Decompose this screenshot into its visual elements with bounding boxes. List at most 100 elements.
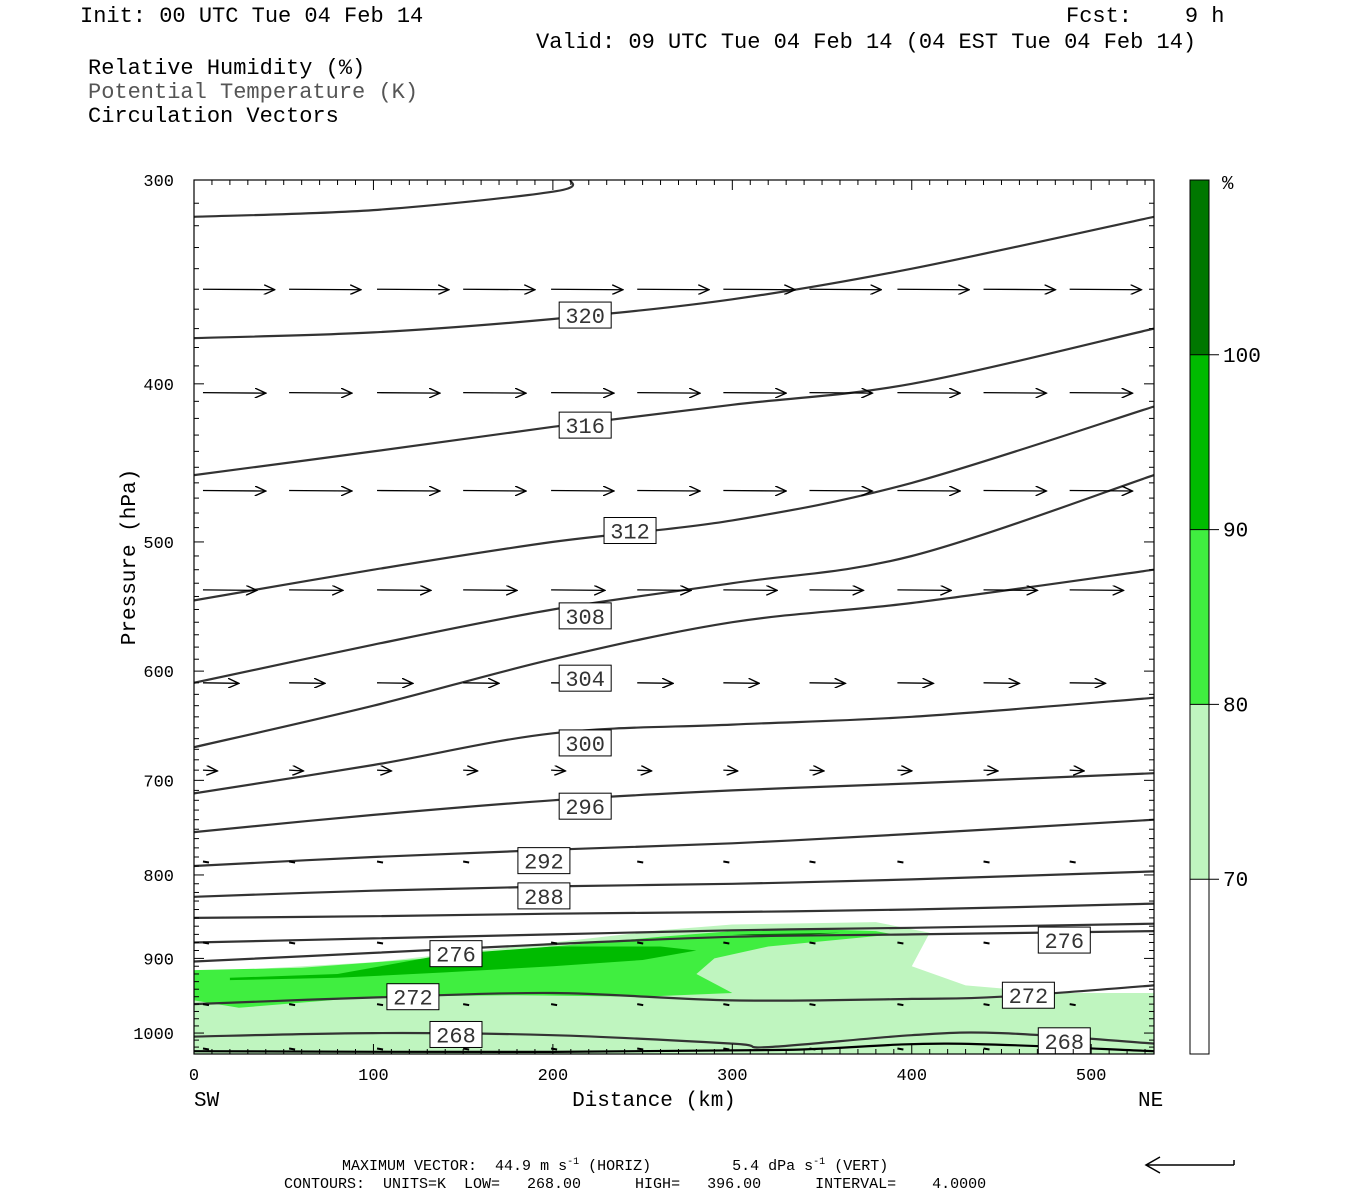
wind-vector	[983, 1047, 990, 1051]
wind-vector	[809, 941, 816, 945]
colorbar-unit: %	[1222, 173, 1234, 195]
wind-vector	[637, 770, 651, 771]
contour-label-316: 316	[558, 411, 612, 440]
legend-rh: Relative Humidity (%)	[88, 56, 366, 81]
contour-label-312: 312	[603, 517, 657, 546]
wind-vector	[897, 683, 933, 684]
wind-vector	[897, 393, 960, 394]
wind-vector	[463, 683, 499, 684]
contour-label-text: 296	[565, 796, 605, 821]
wind-vector	[1153, 1004, 1154, 1006]
wind-vector	[809, 1047, 816, 1051]
wind-vector	[983, 289, 1056, 290]
wind-vector	[809, 1003, 816, 1007]
wind-vector	[288, 941, 296, 945]
contour-label-box	[558, 411, 612, 439]
wind-vector	[1069, 491, 1133, 492]
wind-vector	[289, 289, 361, 290]
wind-vector	[723, 1003, 730, 1007]
colorbar-label: 70	[1223, 870, 1248, 893]
wind-vector	[202, 590, 257, 591]
wind-vector	[1069, 289, 1142, 290]
colorbar: 100 90 80 70%	[1189, 173, 1261, 1055]
wind-vector	[289, 590, 343, 591]
contour-label-268: 268	[429, 1020, 483, 1049]
wind-vector	[897, 1047, 904, 1051]
wind-vector	[897, 590, 951, 591]
max-vector-arrow	[1144, 1156, 1235, 1174]
wind-vector	[376, 860, 384, 864]
wind-vector	[723, 770, 737, 771]
contour-label-text: 292	[524, 851, 564, 876]
wind-vector	[463, 770, 477, 771]
wind-vector	[983, 393, 1047, 394]
contour-label-text: 276	[436, 944, 476, 969]
wind-vector	[551, 393, 614, 394]
wind-vector	[723, 683, 759, 684]
contour-label-text: 308	[565, 606, 605, 631]
contour-label-296: 296	[558, 792, 612, 821]
wind-vector	[377, 590, 431, 591]
wind-vector	[637, 393, 700, 394]
axes-layer: 0 100 200 300 400 500 300 400 500 600 700 800 900 100…	[119, 173, 1163, 1113]
contour-label-text: 300	[565, 733, 605, 758]
y-tick-label: 500	[143, 535, 174, 554]
wind-vector	[550, 941, 558, 945]
wind-vector	[289, 683, 325, 684]
wind-vector	[723, 590, 777, 591]
colorbar-seg-100	[1190, 180, 1209, 355]
wind-vector	[202, 1047, 210, 1051]
contour-label-text: 316	[565, 415, 605, 440]
contour-label-text: 320	[565, 305, 605, 330]
forecast-hour: Fcst: 9 h	[1066, 4, 1225, 29]
wind-vector	[202, 941, 210, 945]
wind-vector	[376, 770, 391, 771]
contour-label-box	[1001, 981, 1055, 1009]
wind-vector	[1153, 682, 1154, 684]
wind-vector	[809, 393, 872, 394]
wind-vector	[463, 590, 517, 591]
wind-vector	[1069, 683, 1106, 684]
wind-vector	[897, 770, 911, 771]
y-tick-label: 900	[143, 951, 174, 970]
wind-vector	[897, 1003, 904, 1007]
wind-vector	[637, 941, 644, 945]
wind-vector	[983, 770, 998, 771]
wind-vector	[637, 860, 644, 864]
footer-contours: CONTOURS: UNITS=K LOW= 268.00 HIGH= 396.…	[284, 1176, 987, 1193]
y-tick-label: 800	[143, 868, 174, 887]
plot-frame	[193, 179, 1155, 1055]
wind-vector	[637, 289, 709, 290]
y-tick-label: 700	[143, 773, 174, 792]
contour-label-box	[558, 602, 612, 630]
legend-vectors: Circulation Vectors	[88, 104, 339, 129]
vector-layer	[202, 289, 1154, 1051]
wind-vector	[1069, 590, 1124, 591]
y-tick-label: 600	[143, 664, 174, 683]
wind-vector	[723, 393, 786, 394]
wind-vector	[462, 860, 470, 864]
contour-label-layer: 3203163123083043002962922882762762722722…	[386, 301, 1091, 1056]
contour-label-box	[558, 792, 612, 820]
wind-vector	[809, 770, 823, 771]
contour-label-text: 272	[393, 987, 433, 1012]
wind-vector	[897, 860, 904, 864]
contour-label-272: 272	[386, 983, 440, 1012]
y-tick-label: 400	[143, 377, 174, 396]
contour-label-box	[1037, 1027, 1091, 1055]
wind-vector	[1069, 393, 1133, 394]
x-end-label-right: NE	[1138, 1090, 1163, 1113]
contour-label-text: 288	[524, 886, 564, 911]
theta-contour-layer	[194, 180, 1154, 1054]
colorbar-frame	[1189, 179, 1210, 1055]
contour-label-box	[558, 664, 612, 692]
y-axis-label: Pressure (hPa)	[119, 469, 142, 645]
wind-vector	[550, 1003, 558, 1007]
wind-vector	[897, 941, 904, 945]
wind-vector	[983, 683, 1020, 684]
x-tick-label: 0	[189, 1067, 199, 1086]
theta-contour-288	[194, 870, 1154, 898]
wind-vector	[288, 1003, 296, 1007]
contour-label-276: 276	[1037, 926, 1091, 955]
